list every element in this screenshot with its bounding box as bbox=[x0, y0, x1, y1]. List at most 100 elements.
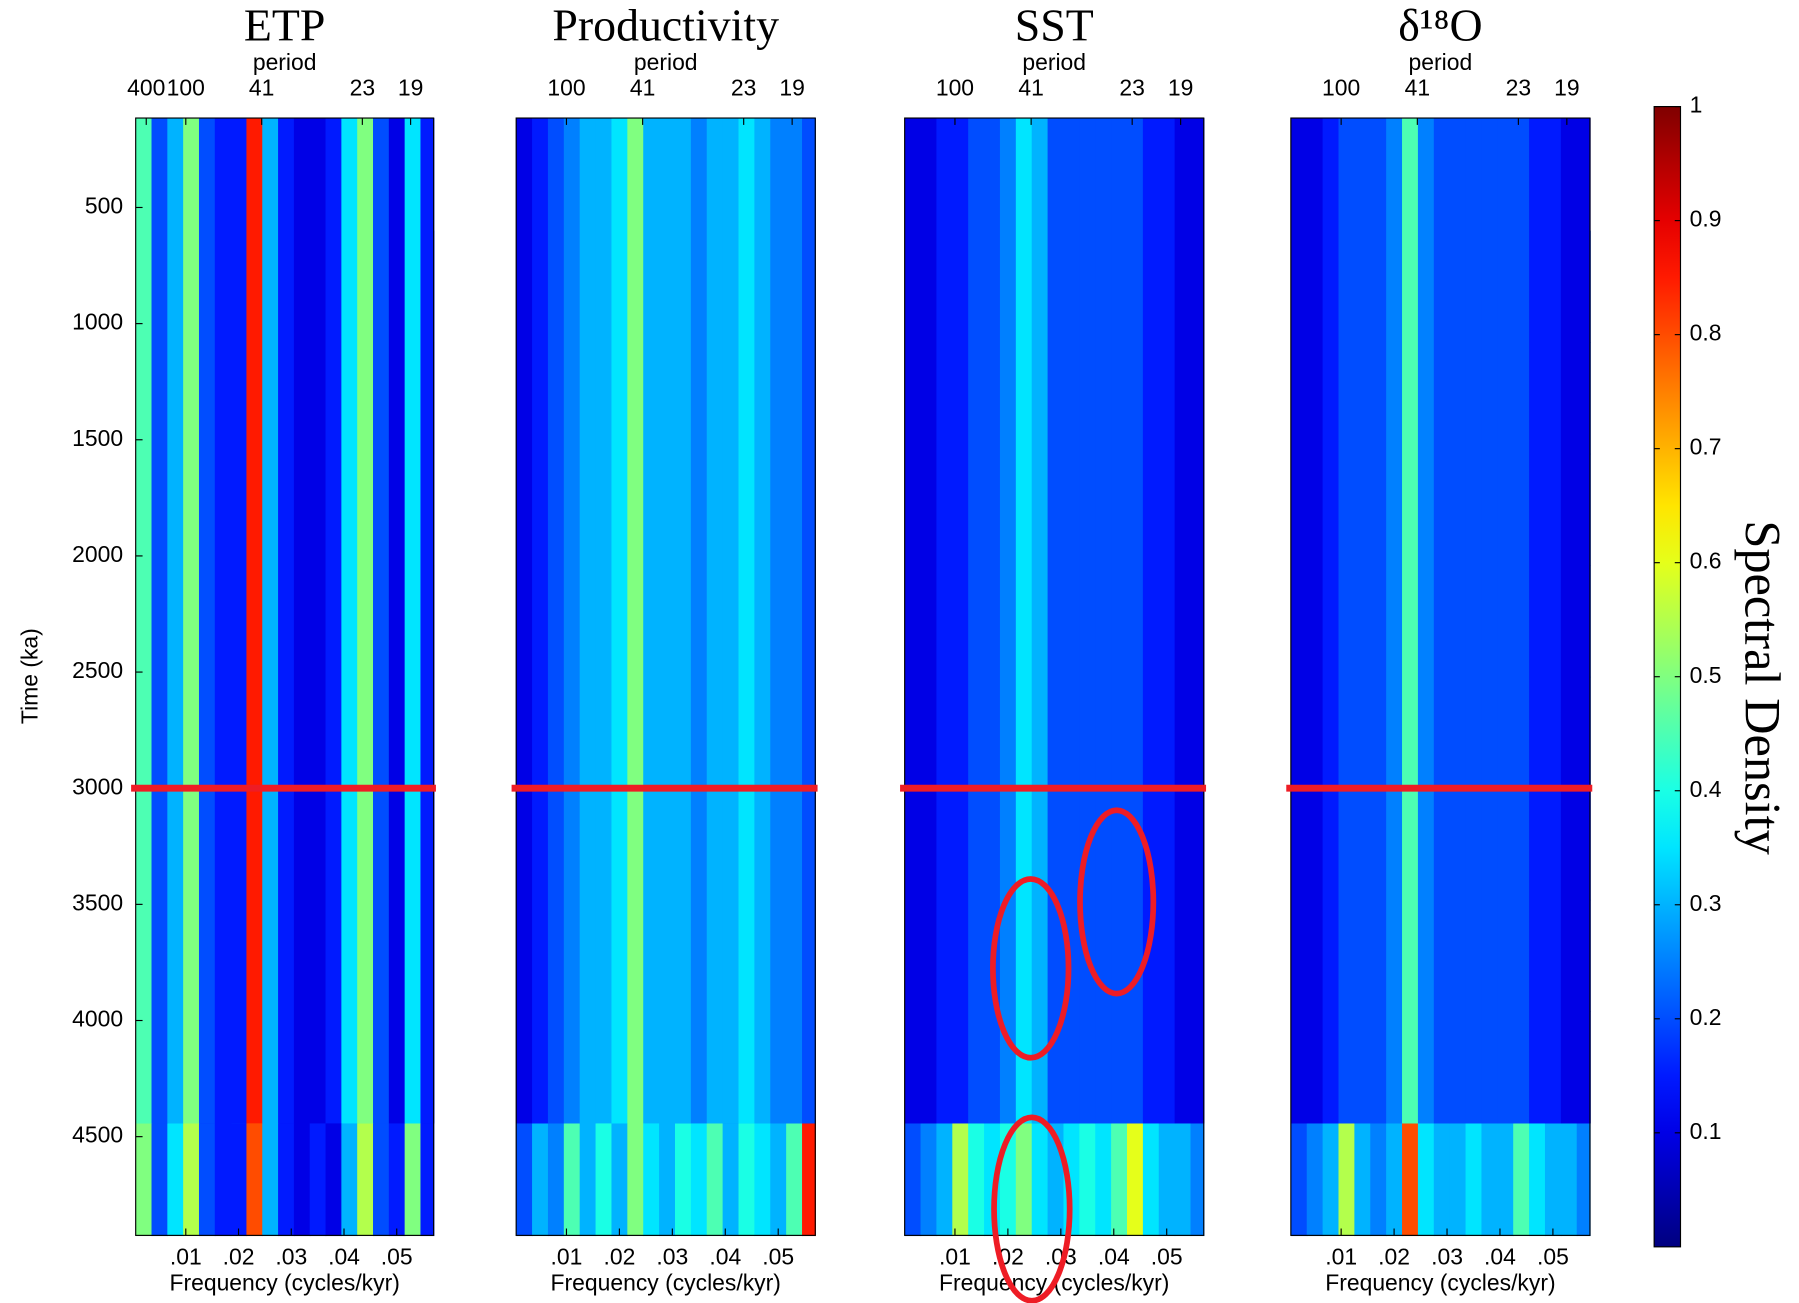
colorbar-tick-label: 0.4 bbox=[1690, 776, 1722, 802]
chart-title: ETP bbox=[244, 0, 325, 50]
x2-axis-label: period bbox=[1022, 49, 1086, 75]
colorbar-tick-label: 0.3 bbox=[1690, 890, 1722, 916]
x2-tick-label: 400 bbox=[127, 74, 165, 100]
heatmap-cell bbox=[1306, 118, 1324, 1124]
x-axis-label: Frequency (cycles/kyr) bbox=[1325, 1270, 1555, 1296]
plot-frame bbox=[904, 117, 1205, 1236]
x-tick-label: .05 bbox=[1151, 1243, 1183, 1269]
sst-highlights bbox=[990, 807, 1157, 1303]
colorbar-tick-label: 0.6 bbox=[1690, 548, 1722, 574]
x2-tick-label: 100 bbox=[547, 74, 585, 100]
heatmap-cell bbox=[643, 118, 660, 1124]
heatmap-cell bbox=[770, 118, 787, 1124]
x-tick-label: .02 bbox=[1378, 1243, 1410, 1269]
x2-axis-label: period bbox=[253, 49, 317, 75]
heatmap-cell bbox=[373, 118, 390, 1124]
heatmap bbox=[904, 118, 1205, 1237]
heatmap-cell bbox=[1174, 118, 1192, 1124]
chart-title: Productivity bbox=[552, 0, 779, 50]
colorbar-tick-label: 0.5 bbox=[1690, 662, 1722, 688]
x2-tick-label: 100 bbox=[936, 74, 974, 100]
colorbar-tick-label: 0.7 bbox=[1690, 434, 1722, 460]
x2-tick-label: 41 bbox=[249, 74, 274, 100]
heatmap-cell bbox=[1370, 118, 1387, 1124]
heatmap-cell bbox=[1513, 118, 1530, 1124]
heatmap-cell bbox=[1465, 118, 1483, 1124]
x-tick-label: .01 bbox=[551, 1243, 583, 1269]
heatmap-cell bbox=[1354, 118, 1371, 1124]
heatmap-cell bbox=[167, 118, 184, 1124]
x2-tick-label: 41 bbox=[1405, 74, 1430, 100]
heatmap-cell bbox=[611, 118, 629, 1124]
heatmap-cell bbox=[1449, 118, 1467, 1124]
heatmap-cell bbox=[1433, 118, 1451, 1124]
x-tick-label: .04 bbox=[709, 1243, 741, 1269]
colorbar-tick-label: 1 bbox=[1690, 92, 1703, 118]
y-tick-label: 4000 bbox=[72, 1006, 123, 1032]
heatmap-cell bbox=[1386, 118, 1403, 1124]
y-tick-label: 3000 bbox=[72, 773, 123, 799]
heatmap-cell bbox=[532, 118, 549, 1124]
heatmap-cell bbox=[1290, 118, 1308, 1124]
heatmap-cell bbox=[1190, 118, 1205, 1124]
heatmap-cell bbox=[1127, 118, 1144, 1124]
x2-tick-label: 23 bbox=[1506, 74, 1531, 100]
y-tick-label: 500 bbox=[85, 193, 123, 219]
heatmap-cell bbox=[1322, 118, 1340, 1124]
plot-frame bbox=[515, 117, 816, 1236]
heatmap-cell bbox=[802, 118, 816, 1124]
heatmap-cell bbox=[214, 118, 232, 1124]
heatmap-cell bbox=[1402, 118, 1419, 1124]
heatmap bbox=[1290, 118, 1591, 1237]
colorbar-tick-label: 0.1 bbox=[1690, 1118, 1722, 1144]
x2-tick-label: 41 bbox=[630, 74, 655, 100]
x-tick-label: .03 bbox=[1431, 1243, 1463, 1269]
highlight-ellipse bbox=[990, 876, 1072, 1061]
x2-axis-label: period bbox=[634, 49, 698, 75]
heatmap-cell bbox=[1031, 118, 1049, 1124]
heatmap-cell bbox=[420, 118, 435, 1124]
heatmap-cell bbox=[563, 118, 581, 1124]
heatmap-cell bbox=[595, 118, 613, 1124]
heatmap-cell bbox=[627, 118, 644, 1124]
x2-tick-label: 23 bbox=[1119, 74, 1144, 100]
x2-tick-label: 19 bbox=[1554, 74, 1579, 100]
x2-tick-label: 23 bbox=[350, 74, 375, 100]
heatmap bbox=[135, 118, 435, 1237]
heatmap-cell bbox=[999, 118, 1017, 1124]
y-tick-label: 2000 bbox=[72, 541, 123, 567]
colorbar-tick-label: 0.9 bbox=[1690, 206, 1722, 232]
colorbar-label: Spectral Density bbox=[1735, 520, 1791, 855]
y-tick-label: 1500 bbox=[72, 425, 123, 451]
x2-tick-label: 19 bbox=[398, 74, 423, 100]
heatmap-cell bbox=[1544, 118, 1562, 1124]
heatmap-cell bbox=[293, 118, 311, 1124]
colorbar-tick-label: 0.8 bbox=[1690, 320, 1722, 346]
y-tick-label: 3500 bbox=[72, 889, 123, 915]
x-tick-label: .04 bbox=[328, 1243, 360, 1269]
y-tick-label: 4500 bbox=[72, 1122, 123, 1148]
x-axis-label: Frequency (cycles/kyr) bbox=[169, 1270, 399, 1296]
heatmap-cell bbox=[1095, 118, 1112, 1124]
heatmap-cell bbox=[579, 118, 597, 1124]
heatmap-cell bbox=[786, 118, 803, 1124]
heatmap-cell bbox=[952, 118, 969, 1124]
heatmap-cell bbox=[1497, 118, 1514, 1124]
x-tick-label: .01 bbox=[1325, 1243, 1357, 1269]
x-tick-label: .01 bbox=[170, 1243, 202, 1269]
heatmap-cell bbox=[151, 118, 169, 1124]
x2-tick-label: 19 bbox=[1168, 74, 1193, 100]
heatmap-cell bbox=[1111, 118, 1128, 1124]
chart-title: δ¹⁸O bbox=[1398, 0, 1482, 50]
heatmap-cell bbox=[659, 118, 676, 1124]
heatmap-cell bbox=[1481, 118, 1499, 1124]
x2-axis-label: period bbox=[1409, 49, 1473, 75]
x-tick-label: .05 bbox=[762, 1243, 794, 1269]
heatmap-cell bbox=[968, 118, 985, 1124]
heatmap-cell bbox=[920, 118, 938, 1124]
x2-tick-label: 100 bbox=[1322, 74, 1360, 100]
heatmap-cell bbox=[936, 118, 953, 1124]
